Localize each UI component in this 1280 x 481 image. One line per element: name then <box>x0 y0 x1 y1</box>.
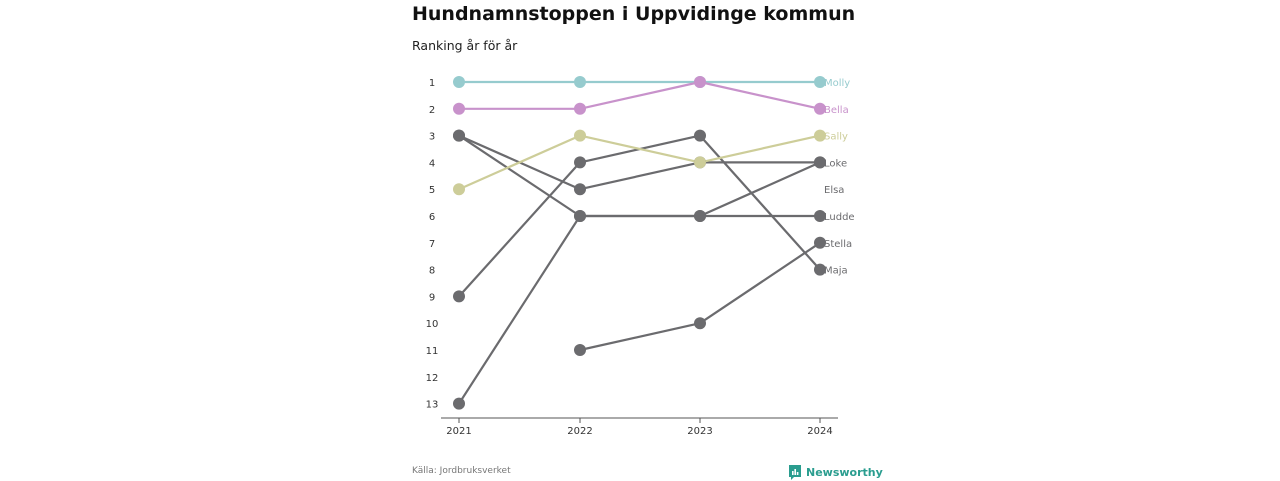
data-point-stella <box>574 210 586 222</box>
y-tick-label: 12 <box>426 373 439 384</box>
series-label-stella: Stella <box>824 239 852 250</box>
brand-name: Newsworthy <box>806 465 883 479</box>
y-tick-label: 7 <box>429 239 435 250</box>
data-point-molly <box>574 76 586 88</box>
series-label-maja: Maja <box>824 266 848 277</box>
y-tick-label: 10 <box>426 319 439 330</box>
data-point-molly <box>453 76 465 88</box>
data-point-sally <box>694 156 706 169</box>
data-point-bella <box>814 102 826 115</box>
data-point-bella <box>694 76 706 88</box>
data-point-sally <box>574 129 586 142</box>
y-tick-label: 6 <box>429 212 435 223</box>
data-point-stella <box>453 397 465 410</box>
data-point-unnamed <box>694 317 706 330</box>
y-tick-label: 2 <box>429 105 435 116</box>
y-tick-label: 9 <box>429 292 435 303</box>
series-label-loke: Loke <box>824 158 847 169</box>
y-tick-label: 4 <box>429 158 435 169</box>
data-point-stella <box>694 210 706 222</box>
data-point-ludde <box>814 210 826 222</box>
series-line-unnamed <box>579 241 821 352</box>
series-line-bella <box>459 80 821 110</box>
series-label-bella: Bella <box>824 105 849 116</box>
y-tick-label: 5 <box>429 185 435 196</box>
x-tick-label: 2024 <box>807 426 832 437</box>
data-point-bella <box>453 102 465 115</box>
data-point-maja <box>814 263 826 276</box>
series-line-sally <box>458 134 821 191</box>
data-point-bella <box>574 102 586 115</box>
y-tick-label: 1 <box>429 78 435 89</box>
data-point-maja <box>694 129 706 142</box>
y-tick-label: 13 <box>426 400 439 411</box>
data-point-sally <box>453 183 465 196</box>
series-label-sally: Sally <box>824 132 848 143</box>
y-tick-label: 3 <box>429 132 435 143</box>
x-tick-label: 2023 <box>687 426 712 437</box>
data-point-unnamed <box>814 236 826 249</box>
series-label-elsa: Elsa <box>824 185 844 196</box>
series-label-molly: Molly <box>824 78 850 89</box>
data-point-maja <box>574 156 586 169</box>
x-tick-label: 2022 <box>567 426 592 437</box>
chart-subtitle: Ranking år för år <box>412 38 518 53</box>
y-tick-label: 11 <box>426 346 439 357</box>
newsworthy-icon <box>789 464 801 480</box>
series-label-ludde: Ludde <box>824 212 855 223</box>
x-tick-label: 2021 <box>446 426 471 437</box>
data-point-loke <box>574 183 586 196</box>
data-point-maja <box>453 290 465 303</box>
brand-logo: Newsworthy <box>788 463 883 481</box>
y-tick-label: 8 <box>429 266 435 277</box>
data-point-ludde <box>453 129 465 142</box>
data-point-unnamed <box>574 344 586 356</box>
data-point-stella <box>814 156 826 169</box>
data-point-molly <box>814 76 826 88</box>
series-line-stella <box>458 161 821 405</box>
source-note: Källa: Jordbruksverket <box>412 466 511 476</box>
series-line-loke <box>458 134 820 191</box>
data-point-sally <box>814 129 826 142</box>
chart-title: Hundnamnstoppen i Uppvidinge kommun <box>412 3 856 25</box>
